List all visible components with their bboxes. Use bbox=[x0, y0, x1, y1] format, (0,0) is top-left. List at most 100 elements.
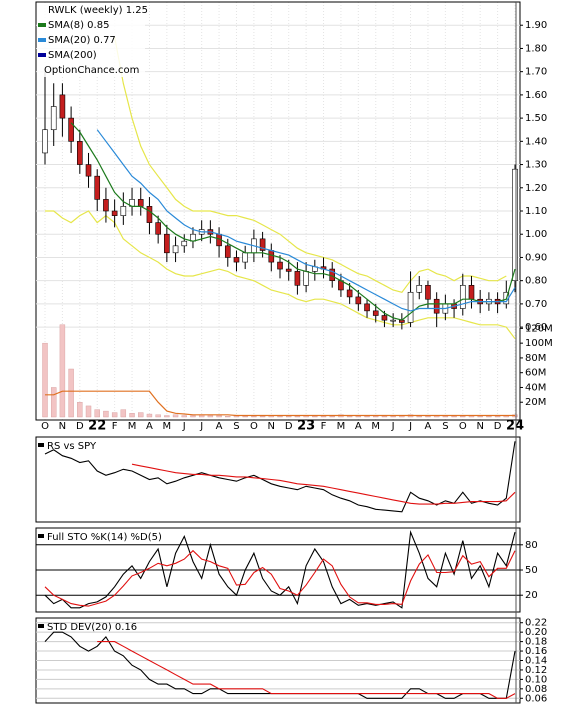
y-tick-label: 20 bbox=[525, 590, 538, 601]
volume-bar bbox=[172, 414, 179, 418]
x-tick-label: J bbox=[391, 421, 395, 432]
x-tick-label: J bbox=[199, 421, 203, 432]
volume-bar bbox=[442, 416, 449, 418]
series-line bbox=[97, 641, 516, 699]
candle-body bbox=[155, 222, 161, 235]
x-tick-label: O bbox=[459, 421, 467, 432]
candle-body bbox=[285, 268, 292, 272]
candle-body bbox=[85, 164, 92, 177]
x-tick-label: A bbox=[216, 421, 223, 432]
candle-body bbox=[346, 289, 353, 298]
volume-bar bbox=[346, 416, 353, 418]
volume-bar bbox=[164, 415, 170, 418]
x-tick-label: D bbox=[76, 421, 84, 432]
y-tick-label: 40M bbox=[525, 382, 546, 393]
volume-bar bbox=[59, 324, 66, 418]
x-tick-label: O bbox=[41, 421, 49, 432]
volume-bar bbox=[146, 413, 153, 418]
x-tick-label: S bbox=[233, 421, 239, 432]
volume-bar bbox=[259, 416, 266, 418]
y-tick-label: 80M bbox=[525, 353, 546, 364]
y-tick-label: 0.14 bbox=[525, 656, 547, 667]
candle-body bbox=[103, 199, 109, 212]
candle-body bbox=[425, 285, 431, 300]
volume-bar bbox=[355, 416, 362, 418]
legend-label: SMA(8) 0.85 bbox=[48, 20, 109, 31]
x-tick-label: A bbox=[146, 421, 153, 432]
series-line bbox=[44, 441, 516, 513]
candle-body bbox=[146, 206, 153, 223]
candle-body bbox=[242, 252, 248, 263]
volume-bar bbox=[103, 410, 109, 418]
y-tick-label: 1.40 bbox=[525, 136, 547, 147]
candle-body bbox=[120, 206, 127, 216]
panel-title: STD DEV(20) 0.16 bbox=[47, 622, 137, 633]
volume-bar bbox=[190, 415, 196, 418]
panel-title: Full STO %K(14) %D(5) bbox=[47, 532, 162, 543]
volume-bar bbox=[329, 416, 335, 418]
volume-bar bbox=[129, 413, 135, 418]
x-tick-label: 22 bbox=[88, 419, 106, 434]
candle-body bbox=[59, 94, 66, 119]
volume-bar bbox=[216, 415, 222, 418]
y-tick-label: 1.10 bbox=[525, 206, 547, 217]
candle-body bbox=[459, 285, 466, 309]
y-tick-label: 20M bbox=[525, 397, 546, 408]
candle-body bbox=[512, 168, 518, 281]
y-tick-label: 1.90 bbox=[525, 20, 547, 31]
chart-title: RWLK (weekly) 1.25 bbox=[48, 5, 148, 16]
volume-bar bbox=[68, 368, 74, 418]
y-tick-label: 1.50 bbox=[525, 113, 547, 124]
y-tick-label: 1.20 bbox=[525, 183, 547, 194]
volume-bar bbox=[42, 342, 48, 418]
volume-bar bbox=[77, 402, 83, 418]
candle-body bbox=[372, 310, 379, 316]
x-tick-label: M bbox=[163, 421, 172, 432]
y-tick-label: 60M bbox=[525, 368, 546, 379]
y-tick-label: 0.70 bbox=[525, 299, 547, 310]
y-tick-label: 0.08 bbox=[525, 684, 547, 695]
volume-bar bbox=[277, 416, 283, 418]
x-tick-label: F bbox=[112, 421, 118, 432]
y-tick-label: 0.06 bbox=[525, 693, 547, 704]
source-label: OptionChance.com bbox=[44, 65, 139, 76]
series-line bbox=[114, 36, 507, 293]
candle-body bbox=[233, 257, 240, 263]
volume-bar bbox=[251, 416, 257, 418]
x-tick-label: N bbox=[476, 421, 483, 432]
y-tick-label: 0.20 bbox=[525, 627, 547, 638]
legend-swatch bbox=[38, 38, 46, 42]
x-tick-label: M bbox=[128, 421, 137, 432]
x-tick-label: J bbox=[408, 421, 412, 432]
x-tick-label: M bbox=[371, 421, 380, 432]
candle-body bbox=[294, 271, 301, 286]
y-tick-label: 1.60 bbox=[525, 90, 547, 101]
candle-body bbox=[303, 271, 309, 286]
x-tick-label: S bbox=[442, 421, 448, 432]
y-tick-label: 1.00 bbox=[525, 229, 547, 240]
volume-bar bbox=[494, 416, 501, 418]
volume-bar bbox=[425, 416, 431, 418]
volume-bar bbox=[320, 416, 327, 418]
y-tick-label: 80 bbox=[525, 540, 538, 551]
volume-bar bbox=[390, 416, 396, 418]
volume-bar bbox=[207, 415, 214, 418]
legend-label: SMA(20) 0.77 bbox=[48, 35, 116, 46]
y-tick-label: 1.80 bbox=[525, 43, 547, 54]
y-tick-label: 0.12 bbox=[525, 665, 547, 676]
candle-body bbox=[277, 261, 283, 270]
volume-bar bbox=[460, 416, 466, 418]
y-tick-label: 1.30 bbox=[525, 160, 547, 171]
y-tick-label: 1.70 bbox=[525, 67, 547, 78]
candle-body bbox=[355, 296, 362, 305]
volume-bar bbox=[451, 416, 457, 418]
volume-bar bbox=[155, 414, 161, 418]
y-tick-label: 50 bbox=[525, 565, 538, 576]
volume-bar bbox=[242, 416, 248, 418]
candle-body bbox=[68, 117, 74, 142]
candle-body bbox=[433, 298, 440, 314]
panel-frame bbox=[35, 436, 521, 523]
x-tick-label: A bbox=[355, 421, 362, 432]
